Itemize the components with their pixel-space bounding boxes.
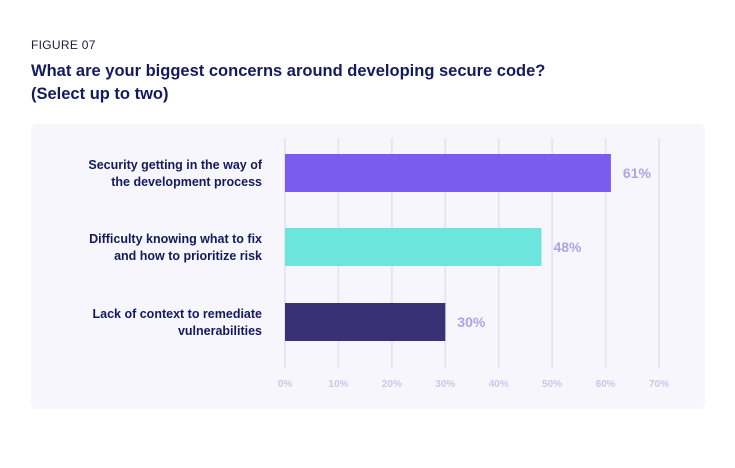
- bar: [285, 154, 611, 192]
- bar-value-label: 30%: [457, 314, 486, 330]
- bar-value-label: 48%: [553, 239, 582, 255]
- figure-label: FIGURE 07: [31, 38, 96, 52]
- category-label: Security getting in the way of the develo…: [88, 158, 262, 189]
- x-tick-label: 10%: [328, 379, 348, 390]
- x-axis-ticks: 0% 10% 20% 30% 40% 50% 60% 70%: [278, 379, 669, 390]
- category-label-line: Difficulty knowing what to fix: [89, 232, 262, 246]
- x-tick-label: 40%: [489, 379, 509, 390]
- value-labels: 61% 48% 30%: [457, 165, 651, 330]
- category-label-line: Lack of context to remediate: [93, 307, 263, 321]
- x-tick-label: 70%: [649, 379, 669, 390]
- x-tick-label: 30%: [435, 379, 455, 390]
- x-tick-label: 50%: [542, 379, 562, 390]
- bar: [285, 303, 446, 341]
- bars: [285, 154, 611, 341]
- category-label-line: vulnerabilities: [178, 324, 262, 338]
- category-labels: Security getting in the way of the develo…: [88, 158, 262, 338]
- category-label-line: the development process: [111, 175, 262, 189]
- chart-title-line-2: (Select up to two): [31, 85, 169, 103]
- category-label-line: and how to prioritize risk: [114, 249, 262, 263]
- x-tick-label: 0%: [278, 379, 293, 390]
- x-tick-label: 60%: [596, 379, 616, 390]
- chart-title-line-1: What are your biggest concerns around de…: [31, 62, 546, 80]
- bar-value-label: 61%: [623, 165, 652, 181]
- chart-title: What are your biggest concerns around de…: [31, 60, 691, 106]
- category-label: Difficulty knowing what to fix and how to…: [89, 232, 262, 263]
- x-tick-label: 20%: [382, 379, 402, 390]
- bar: [285, 228, 542, 266]
- category-label: Lack of context to remediate vulnerabilit…: [93, 307, 263, 338]
- category-label-line: Security getting in the way of: [88, 158, 262, 172]
